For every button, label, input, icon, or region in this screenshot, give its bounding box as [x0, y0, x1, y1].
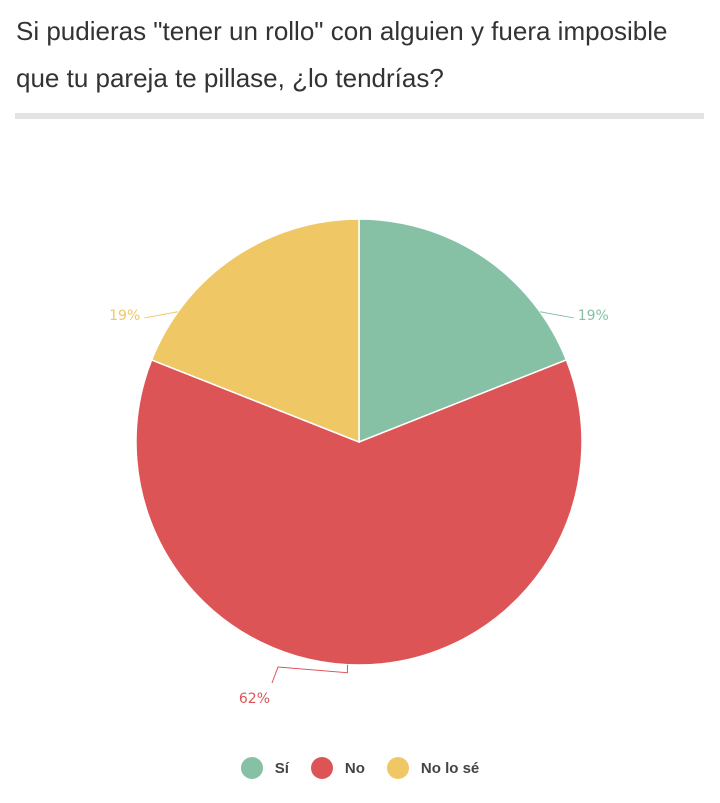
pie-slice-1[interactable]	[135, 358, 583, 666]
pie-slice-2[interactable]	[150, 218, 360, 444]
leader-line-0	[539, 311, 574, 319]
data-label-0: 19%	[578, 308, 609, 324]
data-label-2: 19%	[109, 308, 140, 324]
legend-label: Sí	[274, 759, 289, 777]
legend-swatch	[310, 757, 333, 779]
data-label-1: 62%	[239, 691, 270, 707]
leader-line-2	[144, 311, 179, 319]
legend-swatch	[240, 757, 263, 779]
legend-label: No	[344, 759, 365, 777]
legend-item-si[interactable]: Sí	[240, 757, 289, 779]
legend-swatch	[386, 757, 409, 779]
legend-item-no[interactable]: No	[310, 757, 365, 779]
pie-slice-0[interactable]	[358, 218, 568, 444]
title-divider	[15, 113, 704, 119]
chart-title: Si pudieras "tener un rollo" con alguien…	[16, 16, 668, 93]
legend-label: No lo sé	[420, 759, 480, 777]
legend: Sí No No lo sé	[0, 757, 720, 779]
legend-item-no-lo-se[interactable]: No lo sé	[386, 757, 480, 779]
leader-line-1	[271, 664, 348, 684]
